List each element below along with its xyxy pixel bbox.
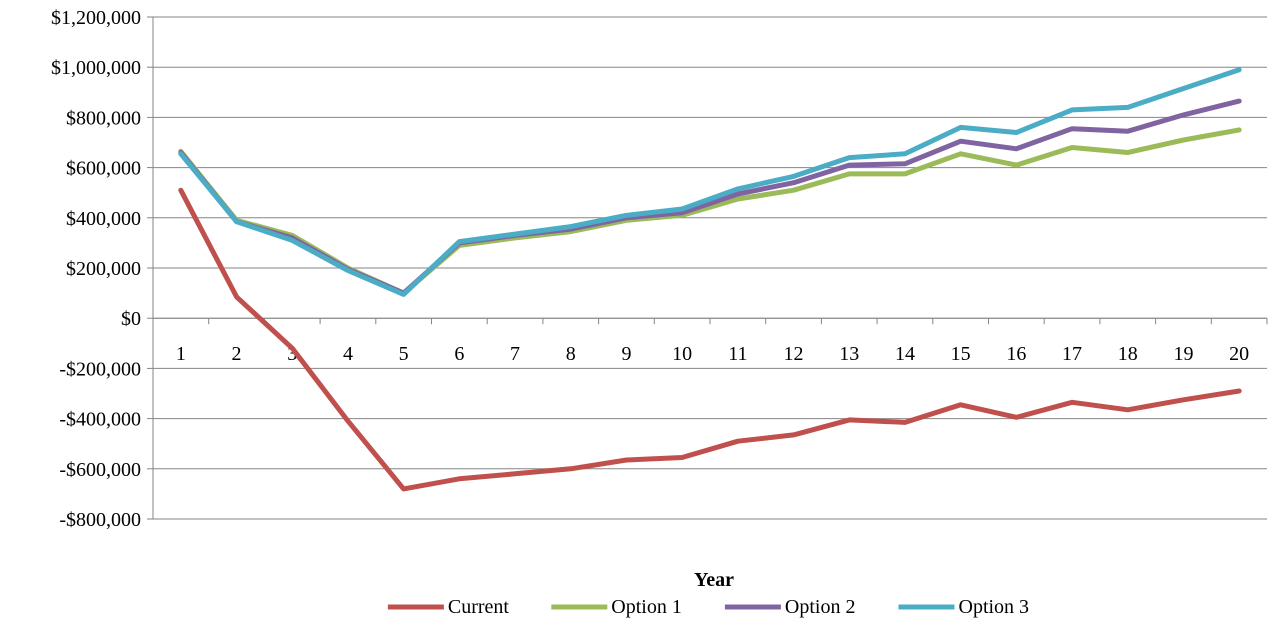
legend-item-option-2: Option 2 xyxy=(724,596,856,618)
x-tick-label: 19 xyxy=(1173,343,1193,365)
x-tick-label: 16 xyxy=(1006,343,1026,365)
x-tick-label: 6 xyxy=(454,343,464,365)
x-tick-label: 20 xyxy=(1229,343,1249,365)
legend-label: Current xyxy=(448,596,510,618)
legend-label: Option 1 xyxy=(611,596,682,618)
x-tick-label: 12 xyxy=(784,343,804,365)
y-tick-label: $0 xyxy=(121,308,141,330)
x-tick-label: 9 xyxy=(621,343,631,365)
x-tick-label: 2 xyxy=(232,343,242,365)
x-tick-label: 3 xyxy=(287,343,297,365)
y-axis: -$800,000 -$600,000 -$400,000 -$200,000 $0 $2… xyxy=(51,7,154,531)
series-line-current xyxy=(178,187,1242,492)
legend-item-option-3: Option 3 xyxy=(898,596,1030,618)
x-tick-label: 15 xyxy=(951,343,971,365)
x-tick-label: 8 xyxy=(566,343,576,365)
y-tick-label: -$200,000 xyxy=(59,358,141,380)
x-tick-label: 7 xyxy=(510,343,520,365)
y-tick-label: $400,000 xyxy=(66,208,141,230)
y-tick-label: -$600,000 xyxy=(59,459,141,481)
x-tick-label: 1 xyxy=(176,343,186,365)
y-tick-label: $1,200,000 xyxy=(51,7,141,29)
y-tick-label: $600,000 xyxy=(66,158,141,180)
x-tick-label: 10 xyxy=(672,343,692,365)
x-tick-label: 5 xyxy=(399,343,409,365)
y-tick-label: -$800,000 xyxy=(59,509,141,531)
legend-label: Option 2 xyxy=(785,596,856,618)
y-tick-label: $1,000,000 xyxy=(51,57,141,79)
series-lines xyxy=(178,67,1242,492)
legend: Current Option 1 Option 2 Option 3 xyxy=(387,596,1030,618)
y-tick-label: $800,000 xyxy=(66,107,141,129)
series-line-option-3 xyxy=(178,67,1242,297)
x-tick-label: 14 xyxy=(895,343,915,365)
x-axis: 1 2 3 4 5 6 7 8 9 10 11 12 13 14 15 16 17 18 19 20 xyxy=(152,317,1268,365)
x-tick-label: 18 xyxy=(1118,343,1138,365)
x-tick-label: 17 xyxy=(1062,343,1082,365)
gridlines xyxy=(153,16,1267,520)
x-tick-label: 13 xyxy=(839,343,859,365)
legend-item-option-1: Option 1 xyxy=(551,596,682,618)
x-tick-label: 4 xyxy=(343,343,353,365)
x-axis-title: Year xyxy=(694,569,734,591)
x-tick-label: 11 xyxy=(728,343,747,365)
y-tick-label: -$400,000 xyxy=(59,409,141,431)
y-tick-label: $200,000 xyxy=(66,258,141,280)
legend-label: Option 3 xyxy=(959,596,1030,618)
legend-item-current: Current xyxy=(387,596,510,618)
